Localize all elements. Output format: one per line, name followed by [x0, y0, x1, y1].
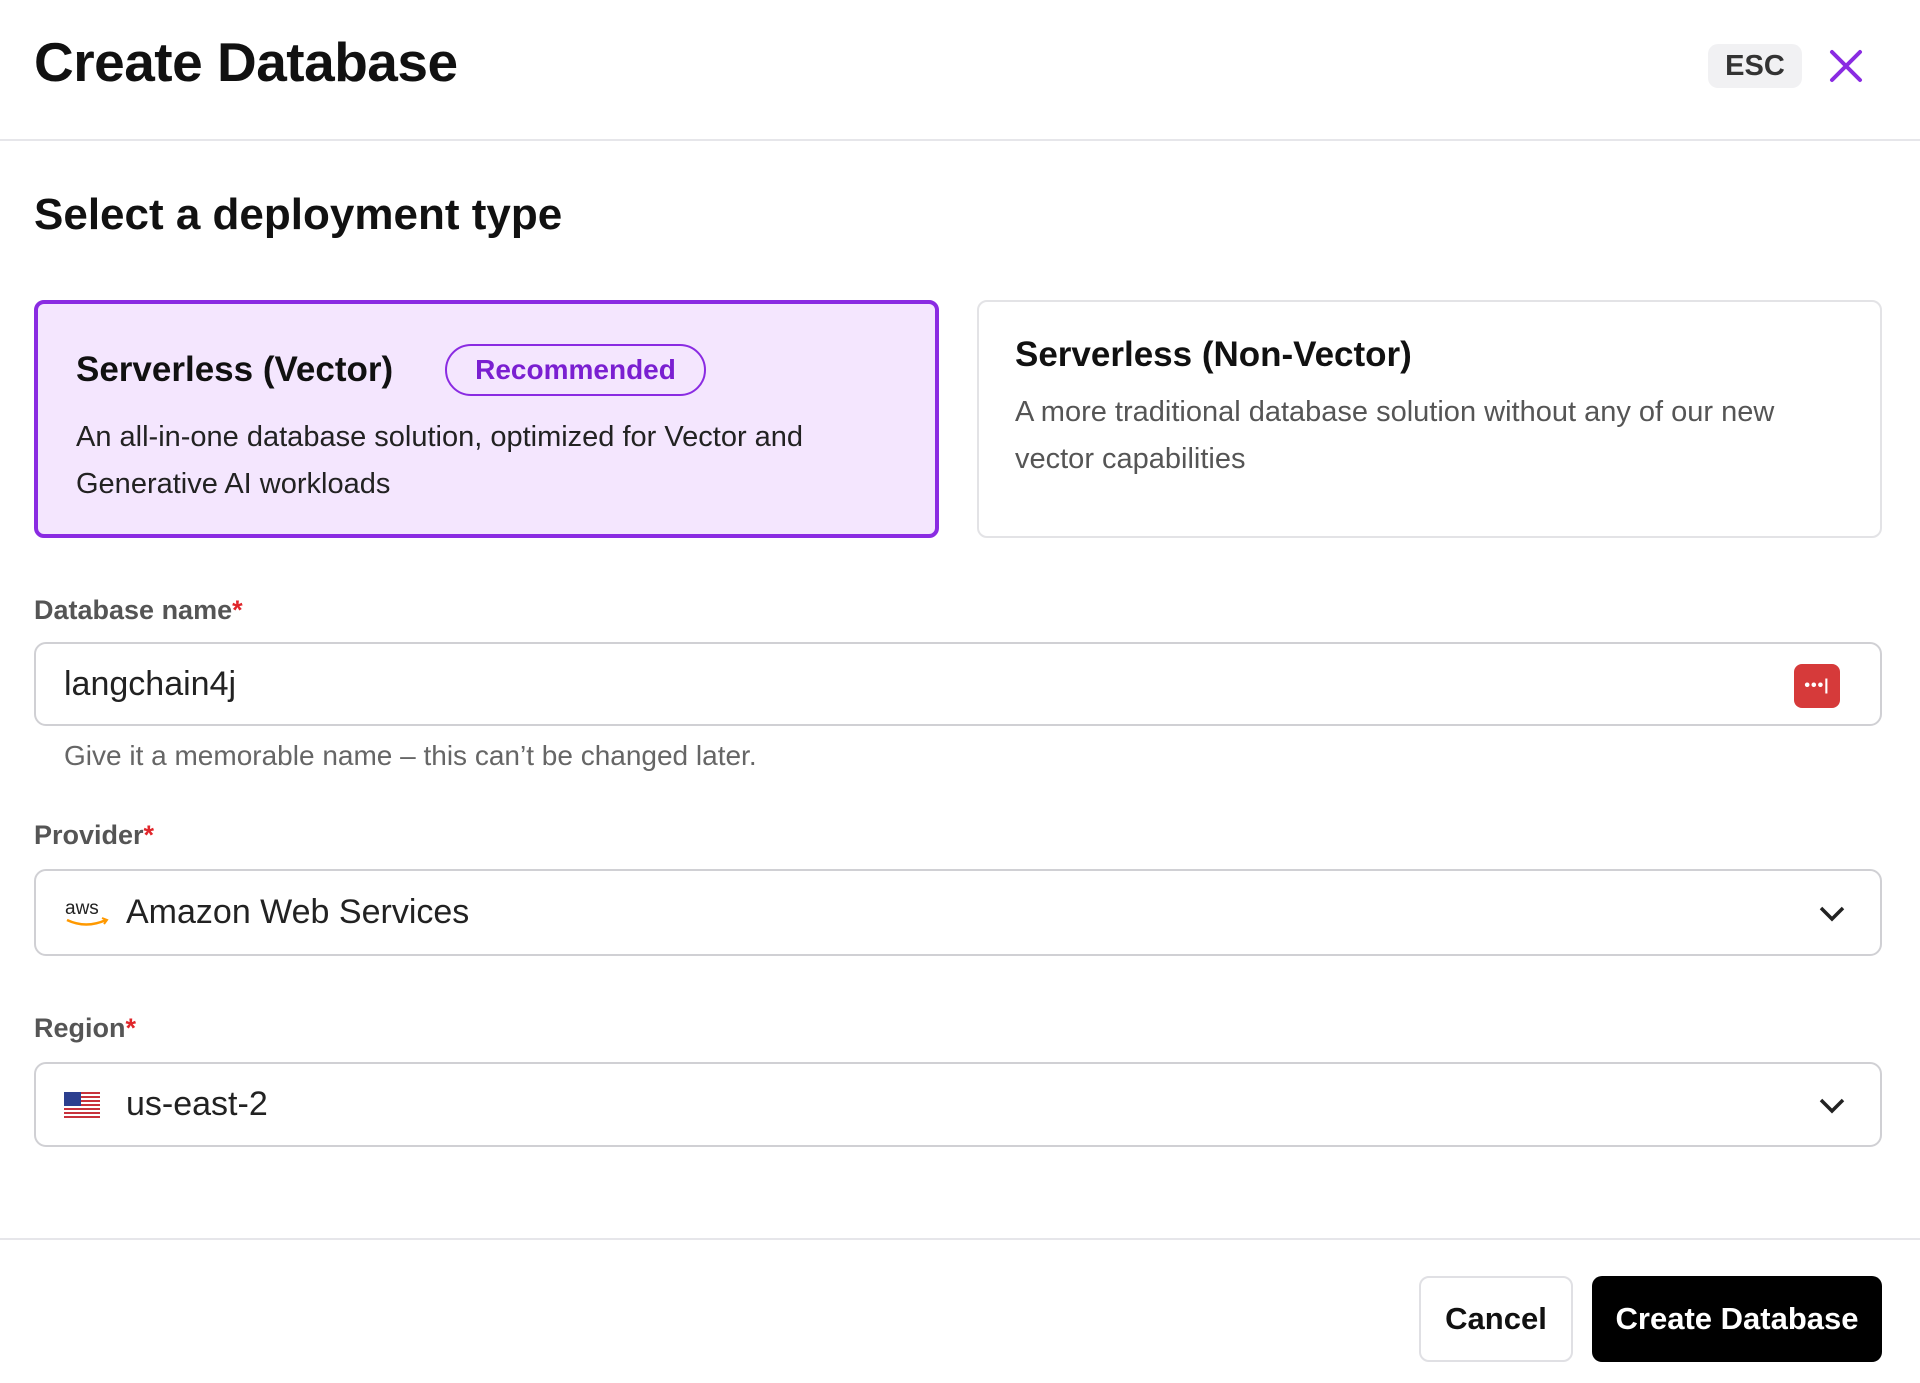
chevron-down-icon [1819, 906, 1845, 921]
password-manager-icon[interactable]: •••| [1794, 664, 1840, 708]
section-title: Select a deployment type [34, 190, 563, 239]
card-title: Serverless (Non-Vector) [1015, 335, 1412, 374]
deployment-card-serverless-non-vector[interactable]: Serverless (Non-Vector) A more tradition… [977, 300, 1882, 538]
region-select[interactable]: us-east-2 [34, 1062, 1882, 1147]
database-name-label: Database name* [34, 595, 243, 625]
deployment-card-serverless-vector[interactable]: Serverless (Vector) Recommended An all-in… [34, 300, 939, 538]
recommended-badge: Recommended [445, 344, 706, 396]
aws-logo-icon: aws [65, 898, 109, 926]
close-button[interactable] [1826, 46, 1866, 86]
region-label: Region* [34, 1013, 137, 1043]
provider-select[interactable]: aws Amazon Web Services [34, 869, 1882, 956]
provider-label: Provider* [34, 820, 155, 850]
dialog-title: Create Database [34, 31, 458, 93]
footer-divider [0, 1238, 1920, 1240]
card-title: Serverless (Vector) [76, 350, 394, 389]
cancel-button[interactable]: Cancel [1419, 1276, 1573, 1362]
create-database-button[interactable]: Create Database [1592, 1276, 1882, 1362]
close-icon [1830, 50, 1862, 82]
header-divider [0, 139, 1920, 141]
card-description: An all-in-one database solution, optimiz… [76, 421, 804, 500]
database-name-input[interactable]: langchain4j •••| [34, 642, 1882, 726]
us-flag-icon [64, 1091, 100, 1118]
database-name-value: langchain4j [64, 664, 237, 703]
chevron-down-icon [1819, 1098, 1845, 1113]
card-description: A more traditional database solution wit… [1015, 396, 1775, 475]
provider-value: Amazon Web Services [126, 893, 470, 931]
svg-text:aws: aws [65, 898, 99, 919]
esc-hint: ESC [1708, 44, 1802, 88]
database-name-helper: Give it a memorable name – this can’t be… [64, 740, 757, 771]
region-value: us-east-2 [126, 1085, 268, 1123]
